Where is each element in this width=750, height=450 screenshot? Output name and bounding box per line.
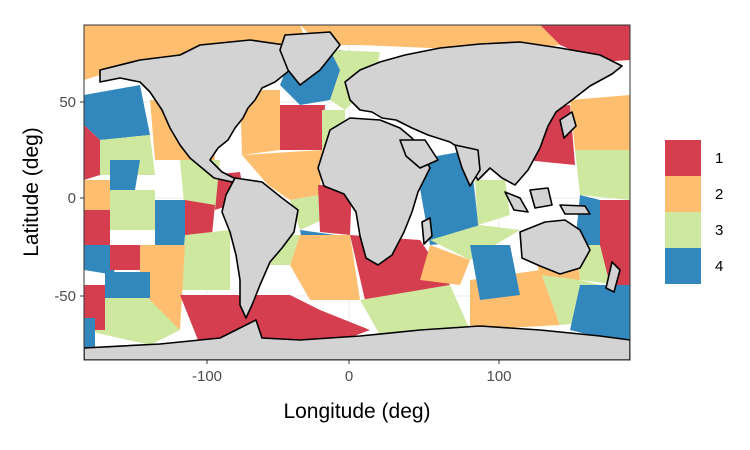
x-axis-title: Longitude (deg) (283, 400, 430, 423)
ocean-region-3 (180, 230, 230, 290)
legend-label: 3 (715, 222, 723, 239)
ocean-region-1 (540, 25, 630, 62)
land-south-america (221, 177, 299, 319)
y-axis-title: Latitude (deg) (20, 127, 43, 257)
ocean-region-2 (84, 180, 110, 210)
land-africa (317, 117, 431, 266)
y-tick-label: 0 (68, 190, 76, 207)
x-axis: -100 0 100 (192, 360, 512, 385)
ocean-region-2 (570, 95, 630, 150)
land-new-guinea (559, 204, 591, 215)
ocean-region-4 (155, 200, 185, 245)
ocean-region-4 (470, 245, 520, 300)
x-tick-label: -100 (192, 368, 222, 385)
panel-border (83, 24, 631, 361)
ocean-regions (84, 25, 630, 360)
legend-key-2 (665, 176, 701, 212)
ocean-region-3 (575, 150, 630, 200)
legend-label: 2 (715, 186, 723, 203)
ocean-region-1 (84, 125, 100, 180)
ocean-region-3 (110, 190, 155, 230)
ocean-region-2 (242, 150, 322, 200)
land-antarctica (84, 319, 630, 360)
land-arabia (399, 139, 439, 169)
ocean-region-4 (84, 245, 115, 275)
legend-key-4 (665, 248, 701, 284)
legend-key-1 (665, 140, 701, 176)
ocean-region-2 (290, 235, 360, 300)
land-eurasia (344, 41, 623, 186)
land-masses (84, 31, 630, 360)
ocean-region-1 (280, 105, 325, 150)
land-australia (519, 219, 591, 275)
ocean-region-1 (595, 200, 630, 245)
land-greenland (279, 31, 341, 86)
land-sumatra (504, 191, 529, 213)
ocean-region-4 (84, 85, 150, 140)
x-tick-label: 0 (345, 368, 353, 385)
ocean-region-1 (185, 200, 215, 235)
land-japan (559, 111, 577, 139)
ocean-region-1 (318, 185, 352, 235)
ocean-region-1 (84, 210, 110, 245)
ocean-region-4 (105, 272, 150, 298)
land-india (454, 144, 481, 187)
x-tick-label: 100 (486, 368, 511, 385)
y-tick-label: -50 (54, 288, 76, 305)
legend-key-3 (665, 212, 701, 248)
legend: 1 2 3 4 (665, 140, 723, 284)
ocean-region-1 (180, 295, 370, 345)
legend-label: 4 (715, 258, 723, 275)
y-axis: 50 0 -50 (54, 94, 84, 305)
ocean-region-3 (290, 195, 322, 230)
ocean-region-4 (570, 285, 630, 345)
ocean-region-2 (420, 245, 470, 285)
ocean-region-4 (110, 160, 140, 190)
land-borneo (529, 187, 553, 209)
ocean-region-3 (360, 285, 470, 335)
ocean-region-3 (475, 180, 510, 225)
land-madagascar (421, 217, 433, 245)
y-tick-label: 50 (59, 94, 76, 111)
ocean-region-3 (430, 225, 520, 260)
ocean-region-1 (110, 245, 140, 270)
legend-label: 1 (715, 150, 723, 167)
land-new-zealand (605, 261, 621, 293)
ocean-region-3 (84, 290, 180, 345)
